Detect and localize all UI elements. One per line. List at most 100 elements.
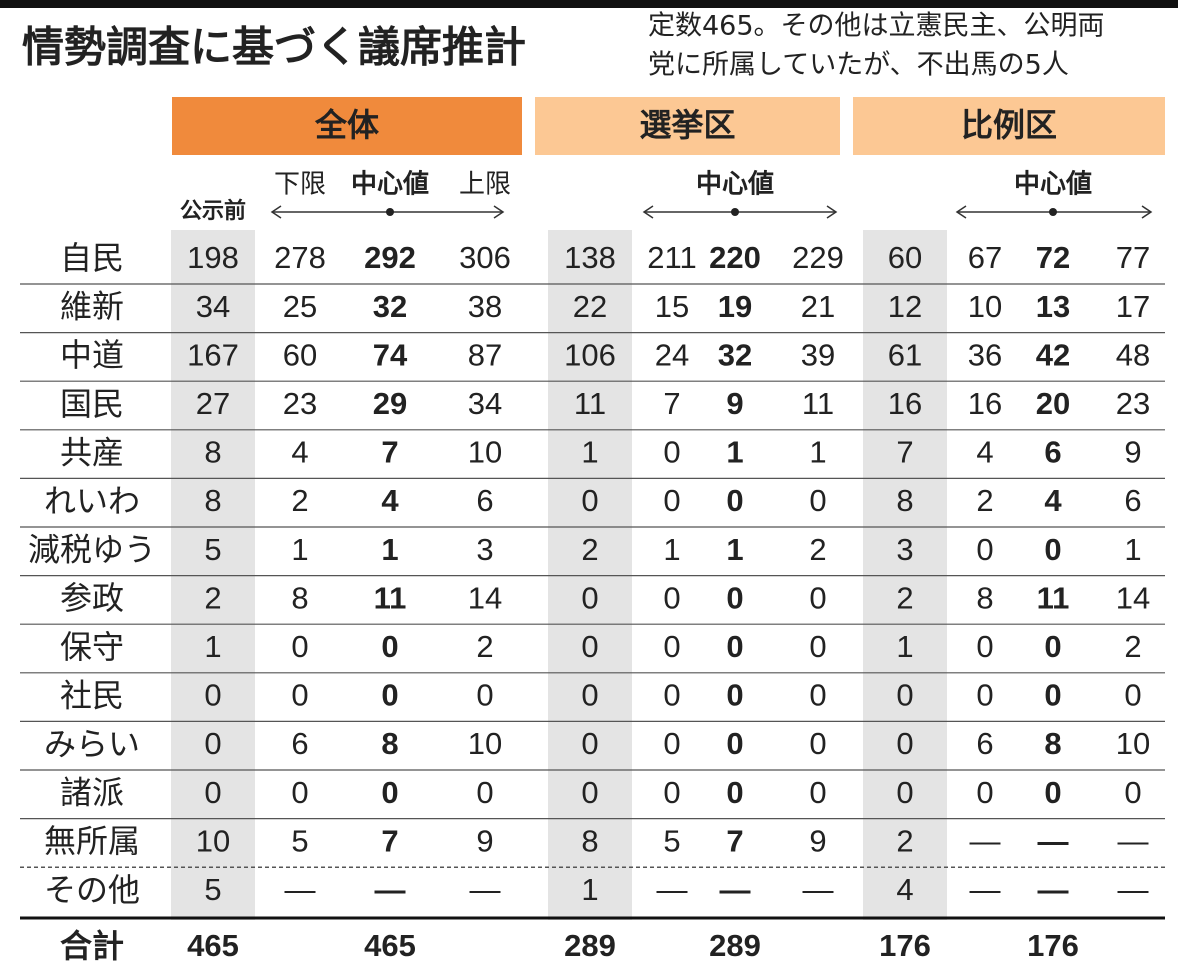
- cell: 0: [476, 678, 493, 713]
- arrow-head: [955, 205, 1153, 219]
- total-cell: 289: [709, 928, 761, 963]
- cell: 72: [1036, 240, 1070, 275]
- cell: 0: [1044, 775, 1061, 810]
- cell: 198: [187, 240, 239, 275]
- cell: 0: [896, 678, 913, 713]
- cell: 2: [581, 532, 598, 567]
- cell: 1: [663, 532, 680, 567]
- cell: 27: [196, 386, 230, 421]
- cell: 11: [802, 386, 834, 421]
- cell: 10: [468, 726, 502, 761]
- cell: 1: [291, 532, 308, 567]
- cell: —: [970, 823, 1001, 858]
- cell: 0: [976, 775, 993, 810]
- total-cell: 465: [364, 928, 416, 963]
- cell: 0: [291, 678, 308, 713]
- cell: 9: [476, 823, 493, 858]
- cell: 74: [373, 337, 408, 372]
- cell: 0: [581, 726, 598, 761]
- cell: 7: [726, 823, 743, 858]
- column-header: 中心値: [696, 170, 774, 200]
- cell: 0: [663, 435, 680, 470]
- cell: 6: [1044, 435, 1061, 470]
- cell: 10: [1116, 726, 1150, 761]
- cell: 87: [468, 337, 502, 372]
- cell: 1: [896, 629, 913, 664]
- cell: 61: [888, 337, 922, 372]
- cell: 0: [581, 483, 598, 518]
- party-name: 参政: [60, 579, 124, 617]
- cell: 0: [663, 483, 680, 518]
- cell: 8: [204, 435, 221, 470]
- cell: 0: [809, 629, 826, 664]
- cell: 4: [1044, 483, 1062, 518]
- party-name: 維新: [60, 288, 124, 326]
- cell: 0: [726, 726, 743, 761]
- cell: 13: [1036, 289, 1070, 324]
- cell: 9: [726, 386, 743, 421]
- group-header-band: [535, 97, 840, 155]
- cell: 67: [968, 240, 1002, 275]
- cell: —: [375, 872, 406, 907]
- cell: 1: [581, 435, 598, 470]
- cell: 60: [283, 337, 317, 372]
- center-dot: [731, 208, 739, 216]
- cell: 32: [373, 289, 407, 324]
- column-header: 下限: [274, 170, 326, 200]
- cell: 23: [1116, 386, 1150, 421]
- cell: 20: [1036, 386, 1070, 421]
- cell: 0: [1044, 629, 1061, 664]
- cell: 3: [476, 532, 493, 567]
- cell: 9: [809, 823, 826, 858]
- cell: 138: [564, 240, 616, 275]
- cell: 11: [1037, 580, 1070, 615]
- cell: 6: [291, 726, 308, 761]
- cell: 11: [574, 386, 606, 421]
- note-line: 定数465。その他は立憲民主、公明両: [648, 11, 1105, 42]
- cell: 2: [896, 823, 913, 858]
- party-name: 国民: [60, 385, 124, 423]
- cell: 19: [718, 289, 752, 324]
- cell: 0: [663, 775, 680, 810]
- cell: 167: [187, 337, 239, 372]
- column-header: 中心値: [351, 170, 429, 200]
- cell: 32: [718, 337, 752, 372]
- cell: 0: [1044, 532, 1061, 567]
- cell: —: [285, 872, 316, 907]
- cell: 17: [1116, 289, 1150, 324]
- cell: 0: [976, 532, 993, 567]
- cell: 0: [809, 775, 826, 810]
- cell: —: [1038, 872, 1069, 907]
- cell: 0: [291, 629, 308, 664]
- cell: 0: [581, 629, 598, 664]
- cell: 0: [476, 775, 493, 810]
- group-header: 選挙区: [639, 106, 735, 144]
- cell: 36: [968, 337, 1002, 372]
- party-name: みらい: [44, 725, 140, 763]
- group-header: 比例区: [961, 106, 1057, 144]
- cell: 0: [204, 726, 221, 761]
- cell: 7: [381, 435, 398, 470]
- cell: 12: [888, 289, 922, 324]
- cell: 1: [726, 532, 743, 567]
- cell: 229: [792, 240, 844, 275]
- cell: —: [803, 872, 834, 907]
- cell: 0: [726, 580, 743, 615]
- cell: 0: [976, 629, 993, 664]
- cell: —: [657, 872, 688, 907]
- party-name: 中道: [60, 336, 124, 374]
- cell: 48: [1116, 337, 1150, 372]
- cell: —: [1118, 823, 1149, 858]
- cell: 2: [204, 580, 221, 615]
- cell: 2: [476, 629, 493, 664]
- cell: 8: [896, 483, 913, 518]
- cell: 0: [291, 775, 308, 810]
- cell: 6: [976, 726, 993, 761]
- cell: 0: [726, 483, 743, 518]
- total-cell: 289: [564, 928, 616, 963]
- total-cell: 465: [187, 928, 239, 963]
- cell: 16: [888, 386, 922, 421]
- group-header-band: [172, 97, 522, 155]
- cell: 60: [888, 240, 922, 275]
